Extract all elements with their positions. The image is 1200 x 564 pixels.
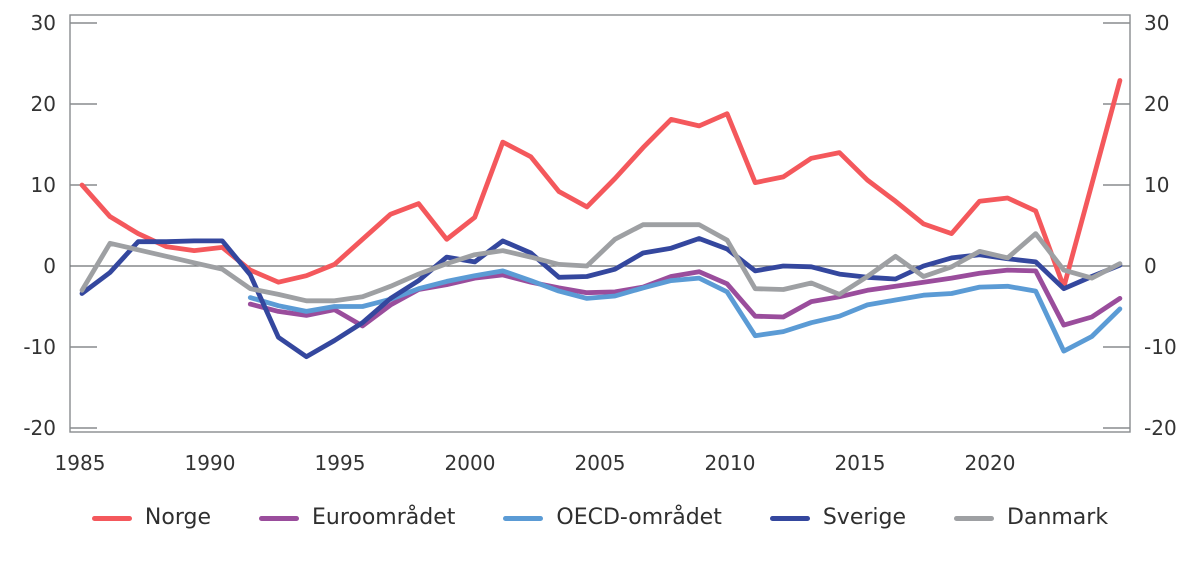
legend-item-euroomradet: Euroområdet <box>258 503 456 533</box>
y-axis-label-left-30: 30 <box>30 11 56 35</box>
y-axis-label-right--10: -10 <box>1144 335 1177 359</box>
series-line-euroomr-det <box>247 267 1123 329</box>
legend-swatch-norge-icon <box>91 515 132 521</box>
legend-item-sverige: Sverige <box>769 503 907 533</box>
y-axis-label-right-10: 10 <box>1144 173 1170 197</box>
y-axis-label-left-0: 0 <box>43 254 56 278</box>
legend-swatch-danmark-icon <box>954 515 995 521</box>
legend-label-danmark: Danmark <box>1007 505 1109 530</box>
x-axis-label-2005: 2005 <box>574 451 626 475</box>
series-line-norge <box>79 78 1123 290</box>
x-axis-label-2000: 2000 <box>444 451 496 475</box>
x-axis-label-1985: 1985 <box>54 451 106 475</box>
y-axis-label-right-20: 20 <box>1144 92 1170 116</box>
x-axis-label-1990: 1990 <box>184 451 236 475</box>
y-axis-label-left--20: -20 <box>23 416 56 440</box>
y-axis-label-left-10: 10 <box>30 173 56 197</box>
legend-label-oecd: OECD-området <box>556 505 722 530</box>
x-axis-label-1995: 1995 <box>314 451 366 475</box>
legend-item-norge: Norge <box>91 503 211 533</box>
series-line-danmark <box>79 222 1123 304</box>
y-axis-label-left--10: -10 <box>23 335 56 359</box>
y-axis-label-right--20: -20 <box>1144 416 1177 440</box>
legend-swatch-oecd-icon <box>503 515 544 521</box>
y-axis-label-right-30: 30 <box>1144 11 1170 35</box>
legend-swatch-sverige-icon <box>769 515 810 521</box>
y-axis-label-left-20: 20 <box>30 92 56 116</box>
series-line-sverige <box>79 236 1123 360</box>
x-axis-label-2020: 2020 <box>964 451 1016 475</box>
legend-swatch-euroomradet-icon <box>258 515 299 521</box>
plot-frame <box>69 14 1131 433</box>
y-axis-label-right-0: 0 <box>1144 254 1157 278</box>
legend-label-norge: Norge <box>144 505 211 530</box>
x-axis-label-2010: 2010 <box>704 451 756 475</box>
legend-item-oecd: OECD-området <box>503 503 722 533</box>
legend-label-sverige: Sverige <box>822 505 907 530</box>
chart-legend: Norge Euroområdet OECD-området Sverige D… <box>0 500 1200 536</box>
line-chart-svg <box>69 14 1131 433</box>
legend-item-danmark: Danmark <box>954 503 1108 533</box>
legend-label-euroomradet: Euroområdet <box>311 505 456 530</box>
x-axis-label-2015: 2015 <box>834 451 886 475</box>
